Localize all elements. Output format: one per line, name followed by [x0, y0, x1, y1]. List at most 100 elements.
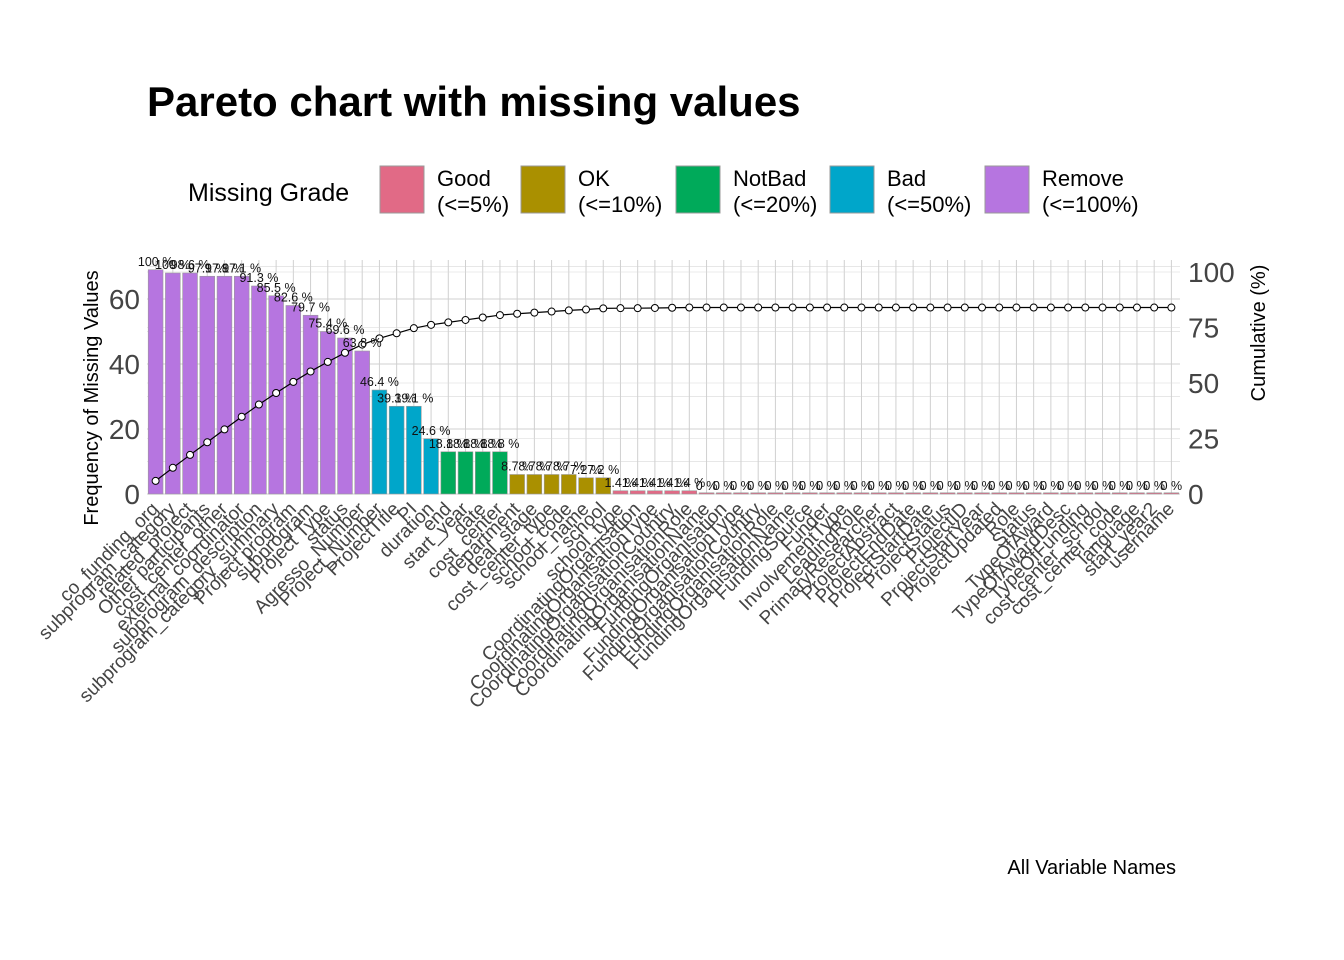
bar-label: 75.4 % [308, 317, 347, 331]
cumulative-point [203, 438, 212, 447]
cumulative-point [874, 303, 883, 312]
y-axis-title: Frequency of Missing Values [81, 270, 103, 525]
bar-CoordinatingOrganisationCountry [664, 490, 680, 495]
bar-label: 0 % [1126, 479, 1148, 493]
bar-label: 0 % [730, 479, 752, 493]
cumulative-point [1098, 303, 1107, 312]
cumulative-point [857, 303, 866, 312]
bar-label: 63.8 % [343, 336, 382, 350]
bar-label: 97.1 % [205, 261, 244, 275]
bar-label: 97.1 % [188, 261, 227, 275]
cumulative-point [995, 303, 1004, 312]
legend-sublabel: (<=10%) [578, 192, 662, 217]
bar-label: 0 % [834, 479, 856, 493]
cumulative-point [427, 320, 436, 329]
bar-Project_Number [371, 389, 388, 495]
cumulative-point [1064, 303, 1073, 312]
bar-ProjectID [957, 492, 973, 495]
bar-external_coordinator [233, 275, 250, 495]
bar-label: 0 % [1143, 479, 1165, 493]
legend-label: OK [578, 166, 610, 191]
bar-FundingOrganisationName [784, 492, 801, 495]
bar-TypeOfAward [1043, 492, 1059, 495]
legend-sublabel: (<=50%) [887, 192, 971, 217]
cumulative-point [702, 303, 711, 312]
y2-tick-label: 75 [1188, 313, 1219, 344]
legend-sublabel: (<=100%) [1042, 192, 1139, 217]
legend-label: Good [437, 166, 491, 191]
bar-label: 39.1 % [394, 391, 433, 405]
bar-TypeOfAwardDesc [1060, 492, 1076, 495]
bar-label: 39.1 % [377, 391, 416, 405]
y-axis: 0 20 40 60 [109, 284, 140, 510]
bars [147, 269, 1180, 495]
cumulative-point [650, 303, 659, 312]
cumulative-point [1132, 303, 1141, 312]
bar-FundingOrganisationCountry [750, 492, 766, 495]
bar-co_funding_org [147, 269, 164, 495]
cumulative-point [220, 425, 229, 434]
bar-label: 0 % [696, 479, 718, 493]
legend: Missing Grade Good(<=5%)OK(<=10%)NotBad(… [188, 165, 1139, 217]
cumulative-point [1167, 303, 1176, 312]
cumulative-point [788, 303, 797, 312]
cumulative-point [513, 309, 522, 318]
cumulative-point [289, 377, 298, 386]
cumulative-point [1046, 303, 1055, 312]
bar-label: 0 % [988, 479, 1010, 493]
cumulative-point [960, 303, 969, 312]
bar-label: 0 % [971, 479, 993, 493]
bar-label: 18.8 % [446, 437, 485, 451]
bar-CoordinatingOrganisationType [647, 490, 663, 495]
cumulative-point [461, 315, 470, 324]
bar-Role [1008, 492, 1025, 495]
bar-cost_center_code [1112, 492, 1128, 495]
bar-language [1129, 492, 1145, 495]
bar-label: 8.7 % [501, 460, 533, 474]
bar-label: 0 % [1040, 479, 1062, 493]
bar-school [595, 477, 611, 495]
bar-label: 0 % [799, 479, 821, 493]
bar-label: 18.8 % [429, 437, 468, 451]
bar-PI [406, 405, 422, 495]
bar-end [440, 451, 456, 495]
cumulative-point [1081, 303, 1090, 312]
cumulative-point [323, 357, 332, 366]
cumulative-point [168, 463, 177, 472]
y2-axis-title: Cumulative (%) [1248, 265, 1270, 402]
bar-label: 0 % [851, 479, 873, 493]
bar-label: 79.7 % [291, 300, 330, 314]
cumulative-point [358, 340, 367, 349]
bar-cost_center_school [1094, 492, 1111, 495]
bar-status [337, 337, 353, 495]
bar-ProjectUpdated [991, 492, 1007, 495]
bar-label: 18.8 % [480, 437, 519, 451]
cumulative-point [272, 388, 281, 397]
bar-start_year [457, 451, 474, 495]
legend-key-remove [984, 165, 1030, 214]
bar-label: 0 % [1006, 479, 1028, 493]
bar-InvolvementType [836, 492, 852, 495]
bar-label: 7.2 % [587, 463, 619, 477]
cumulative-point [495, 311, 504, 320]
bar-cost_center_other [216, 275, 233, 495]
bar-label: 1.4 % [622, 476, 654, 490]
bar-label: 1.4 % [673, 476, 705, 490]
bar-label: 0 % [937, 479, 959, 493]
legend-key-bad [829, 165, 875, 214]
cumulative-point [891, 303, 900, 312]
bar-label: 8.7 % [518, 460, 550, 474]
bar-label: 0 % [765, 479, 787, 493]
bar-label: 0 % [1075, 479, 1097, 493]
cumulative-point [599, 304, 608, 313]
cumulative-point [909, 303, 918, 312]
bar-CoordinatingOrganisationRole [681, 490, 698, 495]
bar-date [475, 451, 491, 495]
bar-label: 1.4 % [639, 476, 671, 490]
cumulative-point [340, 348, 349, 357]
bar-label: 69.6 % [326, 323, 365, 337]
bar-LeadingRole [853, 492, 870, 495]
cumulative-point [444, 318, 453, 327]
cumulative-point [1150, 303, 1159, 312]
bar-ProjectEndDate [905, 492, 921, 495]
